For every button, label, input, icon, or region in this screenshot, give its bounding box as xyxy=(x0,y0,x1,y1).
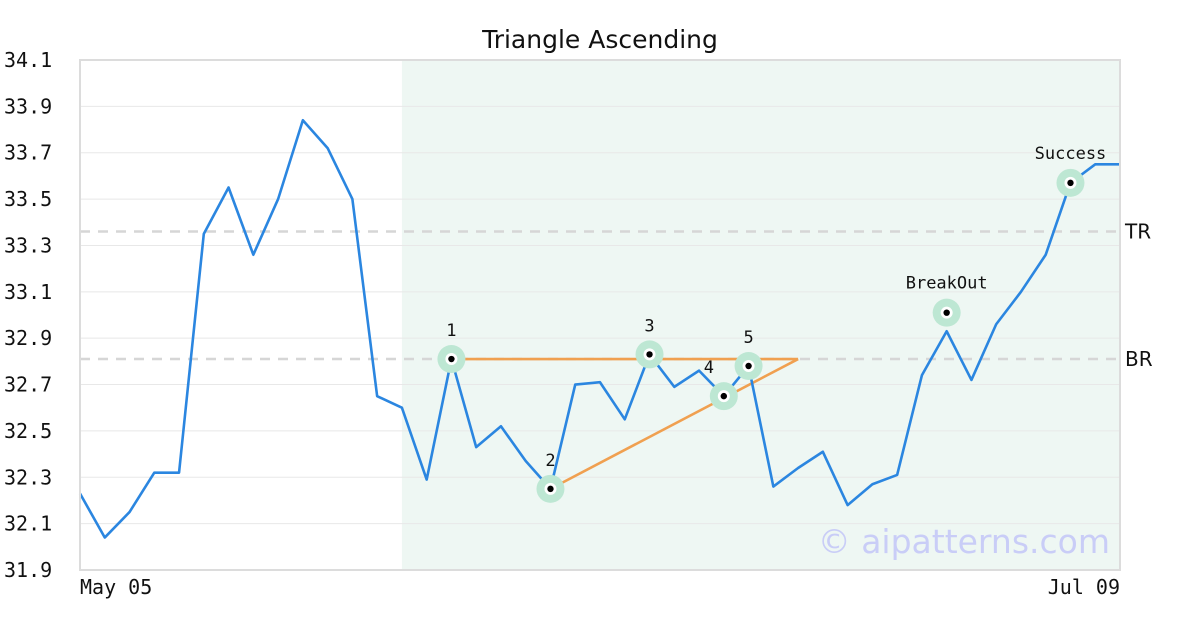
marker-label: 3 xyxy=(644,316,654,336)
y-tick-label: 33.1 xyxy=(4,280,52,304)
marker-label: 4 xyxy=(704,358,714,378)
pattern-highlight-region xyxy=(401,60,1120,570)
marker-label: Success xyxy=(1035,144,1107,164)
reference-line-label: TR xyxy=(1124,220,1151,244)
marker-dot xyxy=(547,485,554,493)
price-line xyxy=(78,118,1120,539)
y-tick-label: 33.9 xyxy=(4,94,52,118)
y-tick-label: 33.3 xyxy=(4,233,52,257)
y-tick-label: 31.9 xyxy=(4,558,52,582)
marker-dot xyxy=(745,362,752,370)
y-tick-label: 32.5 xyxy=(4,419,52,443)
pattern-markers: 1 2 3 4 5 BreakOut Success xyxy=(437,144,1106,503)
reference-lines: TR BR xyxy=(80,220,1153,371)
y-tick-label: 33.7 xyxy=(4,141,52,165)
marker-label: 2 xyxy=(545,451,555,471)
marker-dot xyxy=(720,392,728,400)
y-tick-label: 34.1 xyxy=(4,48,52,72)
marker-dot xyxy=(646,351,653,358)
y-tick-label: 32.1 xyxy=(4,512,52,536)
y-tick-label: 33.5 xyxy=(4,187,52,211)
x-tick-label: Jul 09 xyxy=(1048,575,1120,599)
x-tick-label: May 05 xyxy=(80,575,152,599)
y-tick-label: 32.9 xyxy=(4,326,52,350)
marker-dot xyxy=(1067,179,1074,187)
y-tick-label: 32.7 xyxy=(4,373,52,397)
marker-dot xyxy=(943,309,950,316)
marker-label: 5 xyxy=(743,328,753,348)
pattern-line xyxy=(549,357,799,491)
watermark: © aipatterns.com xyxy=(818,522,1110,561)
marker-label: BreakOut xyxy=(906,274,988,294)
y-tick-label: 32.3 xyxy=(4,465,52,489)
chart-title: Triangle Ascending xyxy=(481,25,718,54)
y-axis: 31.9 32.1 32.3 32.5 32.7 32.9 33.1 33.3 33.5 33.7… xyxy=(4,48,52,582)
x-axis: May 05 Jul 09 xyxy=(80,575,1120,599)
marker-dot xyxy=(448,355,455,363)
marker-label: 1 xyxy=(446,321,456,341)
reference-line-label: BR xyxy=(1125,347,1153,371)
plot-frame xyxy=(79,59,1121,571)
